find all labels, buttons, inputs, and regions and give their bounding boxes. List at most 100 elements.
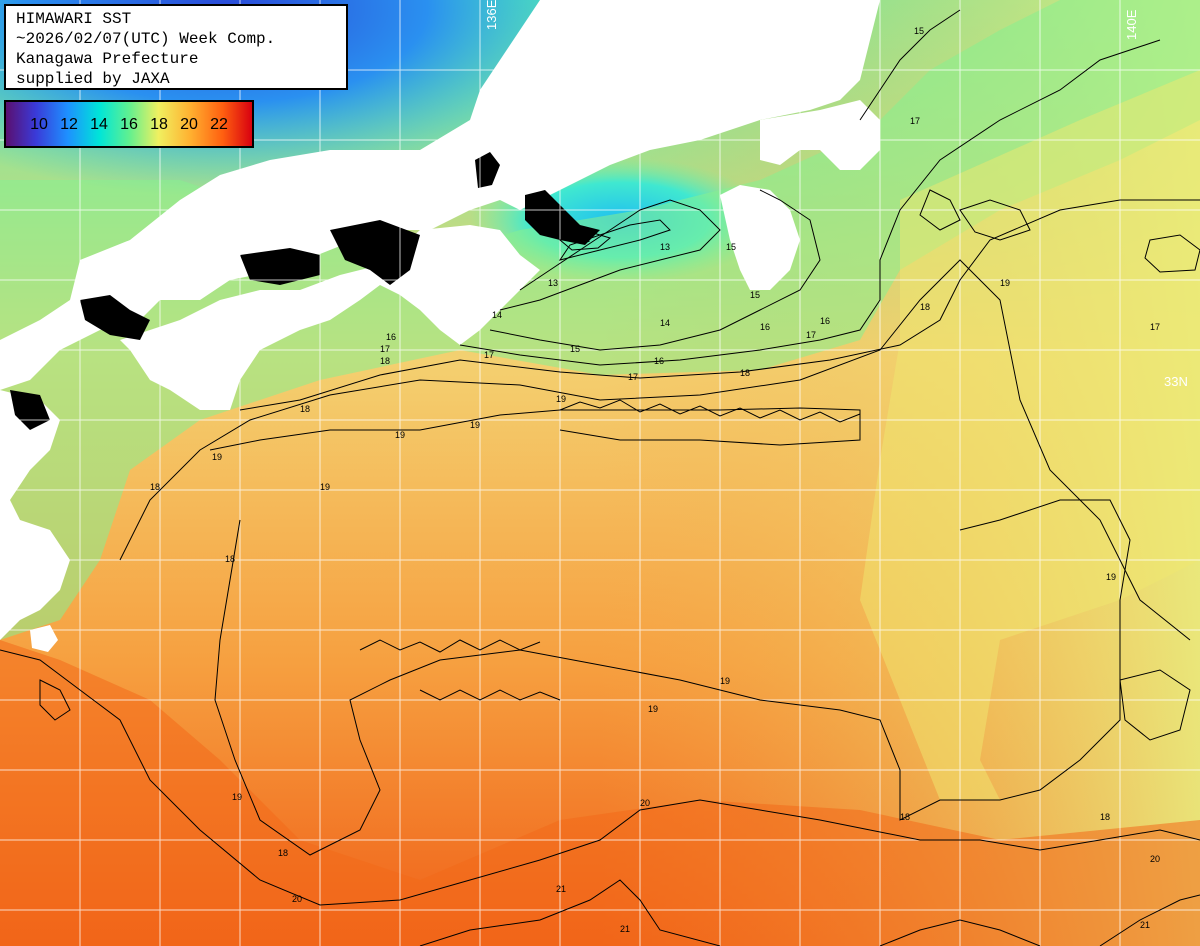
contour-labels: 19 19 19 19 19 19 19 19 19 19 18 18 18 1… (150, 26, 1160, 934)
isotherm-14 (499, 199, 721, 311)
map-region: Kanagawa Prefecture (16, 50, 199, 68)
bay-osaka-dark (330, 220, 420, 285)
eddy (559, 399, 861, 423)
map-period: ~2026/02/07(UTC) Week Comp. (16, 30, 276, 48)
temperature-legend: 10 12 14 16 18 20 22 (4, 100, 254, 148)
contour-label: 13 (660, 242, 670, 252)
isotherm-20 (0, 649, 1200, 906)
contour-label: 17 (806, 330, 816, 340)
contour-label: 19 (648, 704, 658, 714)
isotherm-19 (209, 407, 1131, 856)
isotherm-12 (558, 231, 612, 251)
contour-label: 18 (380, 356, 390, 366)
map-info-box: HIMAWARI SST ~2026/02/07(UTC) Week Comp.… (4, 4, 348, 90)
contour-label: 19 (1106, 572, 1116, 582)
legend-label: 16 (120, 116, 138, 133)
map-title: HIMAWARI SST (16, 10, 132, 28)
isotherm-21 (419, 879, 1200, 946)
contour-label: 21 (1140, 920, 1150, 930)
contour-label: 14 (492, 310, 502, 320)
contour-label: 18 (900, 812, 910, 822)
contour-label: 19 (320, 482, 330, 492)
contour-label: 18 (225, 554, 235, 564)
contour-label: 19 (212, 452, 222, 462)
isotherm-17 (239, 199, 1200, 411)
eddy (959, 199, 1031, 241)
lake-east (475, 152, 500, 188)
eddy (359, 639, 541, 653)
grid-labels: 136E 140E 33N (484, 0, 1188, 389)
contour-label: 17 (484, 350, 494, 360)
bay-west-dark (80, 295, 150, 340)
contour-label: 16 (654, 356, 664, 366)
isotherms (0, 9, 1200, 946)
contour-label: 21 (620, 924, 630, 934)
isotherm-18 (119, 259, 1191, 641)
lake-biwa (525, 190, 600, 245)
contour-label: 20 (1150, 854, 1160, 864)
land-island-south (30, 625, 58, 652)
contour-label: 15 (570, 344, 580, 354)
grid-label-140e: 140E (1124, 9, 1139, 40)
land-izu-peninsula (720, 185, 800, 290)
contour-label: 20 (640, 798, 650, 808)
contour-label: 15 (750, 290, 760, 300)
isotherm-15 (489, 9, 961, 351)
contour-label: 19 (232, 792, 242, 802)
isotherm-13 (558, 219, 671, 261)
legend-labels: 10 12 14 16 18 20 22 (24, 116, 234, 134)
contour-label: 15 (726, 242, 736, 252)
legend-label: 20 (180, 116, 198, 133)
contour-label: 17 (628, 372, 638, 382)
eddy (1144, 234, 1200, 273)
contour-label: 18 (1100, 812, 1110, 822)
land (0, 0, 880, 652)
eddy (919, 189, 961, 231)
legend-label: 18 (150, 116, 168, 133)
bay-seto-dark (240, 248, 320, 285)
ocean-southwest-warm (0, 640, 1200, 946)
grid-label-136e: 136E (484, 0, 499, 30)
ocean-east-yellow (860, 70, 1200, 800)
legend-label: 10 (30, 116, 48, 133)
contour-label: 14 (660, 318, 670, 328)
eddy (1119, 669, 1191, 741)
map-credit: supplied by JAXA (16, 70, 170, 88)
isotherm-16 (459, 39, 1161, 366)
contour-label: 20 (292, 894, 302, 904)
contour-label: 19 (470, 420, 480, 430)
legend-label: 12 (60, 116, 78, 133)
land-shikoku-kyushu (0, 390, 70, 640)
grid-label-33n: 33N (1164, 374, 1188, 389)
contour-label: 19 (1000, 278, 1010, 288)
contour-label: 18 (150, 482, 160, 492)
legend-color-bar (6, 102, 252, 146)
legend-label: 22 (210, 116, 228, 133)
contour-label: 17 (380, 344, 390, 354)
contour-label: 16 (820, 316, 830, 326)
contour-label: 21 (556, 884, 566, 894)
contour-label: 18 (920, 302, 930, 312)
eddy (419, 689, 561, 701)
land-japan-main (0, 0, 880, 390)
contour-label: 13 (548, 278, 558, 288)
contour-label: 19 (395, 430, 405, 440)
legend-label: 14 (90, 116, 108, 133)
contour-label: 16 (760, 322, 770, 332)
contour-label: 18 (740, 368, 750, 378)
land-kii-peninsula (120, 225, 540, 410)
contour-label: 19 (556, 394, 566, 404)
contour-label: 18 (278, 848, 288, 858)
contour-label: 15 (914, 26, 924, 36)
eddy-contours (39, 189, 1200, 741)
contour-label: 17 (1150, 322, 1160, 332)
contour-label: 17 (910, 116, 920, 126)
eddy (39, 679, 71, 721)
contour-label: 18 (300, 404, 310, 414)
contour-label: 19 (720, 676, 730, 686)
contour-label: 12 (580, 234, 590, 244)
ocean-green-coastal (0, 0, 1200, 640)
contour-label: 16 (386, 332, 396, 342)
